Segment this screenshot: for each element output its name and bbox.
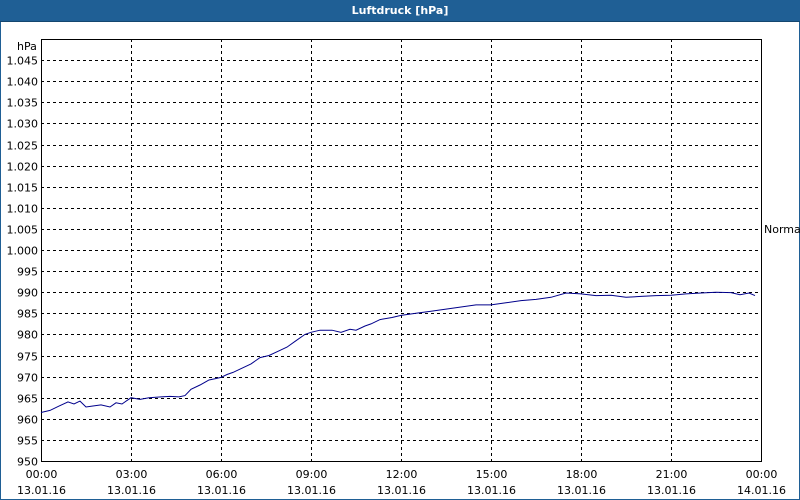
x-tick-date: 13.01.16 [377, 484, 426, 497]
series-line [40, 291, 756, 413]
x-tick-time: 06:00 [206, 468, 238, 481]
y-axis-unit: hPa [17, 40, 37, 53]
y-tick-label: 990 [17, 287, 38, 300]
x-tick-date: 13.01.16 [197, 484, 246, 497]
y-tick-label: 1.025 [7, 140, 39, 153]
x-tick-time: 12:00 [386, 468, 418, 481]
x-tick-date: 14.01.16 [737, 484, 786, 497]
y-tick-label: 960 [17, 414, 38, 427]
title-bar: Luftdruck [hPa] [0, 0, 800, 22]
series [40, 291, 756, 413]
x-axis: 00:00 13.01.16 03:00 13.01.16 06:00 13.01.16 0… [17, 468, 786, 497]
y-tick-label: 1.000 [7, 245, 39, 258]
y-tick-label: 1.030 [7, 118, 39, 131]
y-tick-label: 1.020 [7, 161, 39, 174]
y-tick-label: 1.040 [7, 76, 39, 89]
y-tick-label: 975 [17, 351, 38, 364]
x-tick-date: 13.01.16 [557, 484, 606, 497]
x-tick-time: 21:00 [656, 468, 688, 481]
y-tick-label: 1.045 [7, 55, 39, 68]
x-tick-time: 18:00 [566, 468, 598, 481]
y-tick-label: 995 [17, 266, 38, 279]
x-tick-date: 13.01.16 [287, 484, 336, 497]
x-tick-date: 13.01.16 [647, 484, 696, 497]
x-tick-date: 13.01.16 [17, 484, 66, 497]
y-tick-label: 965 [17, 393, 38, 406]
y-tick-label: 1.005 [7, 224, 39, 237]
x-tick-time: 00:00 [26, 468, 58, 481]
chart-title: Luftdruck [hPa] [351, 4, 449, 17]
x-tick-time: 15:00 [476, 468, 508, 481]
y-tick-label: 955 [17, 435, 38, 448]
y-tick-label: 950 [17, 456, 38, 469]
y-tick-label: 1.010 [7, 203, 39, 216]
grid [41, 39, 761, 461]
x-tick-time: 03:00 [116, 468, 148, 481]
reference-line-label: Normal [764, 223, 800, 236]
x-tick-date: 13.01.16 [467, 484, 516, 497]
y-tick-label: 1.015 [7, 182, 39, 195]
y-tick-label: 1.035 [7, 97, 39, 110]
y-tick-label: 985 [17, 308, 38, 321]
y-tick-label: 970 [17, 372, 38, 385]
x-tick-date: 13.01.16 [107, 484, 156, 497]
x-tick-time: 00:00 [746, 468, 778, 481]
window-border-left [0, 22, 1, 500]
y-axis: 950 955 960 965 970 975 980 985 990 995 1.000 1.005… [7, 55, 39, 469]
plot-area [41, 39, 762, 462]
y-tick-label: 980 [17, 329, 38, 342]
x-tick-time: 09:00 [296, 468, 328, 481]
